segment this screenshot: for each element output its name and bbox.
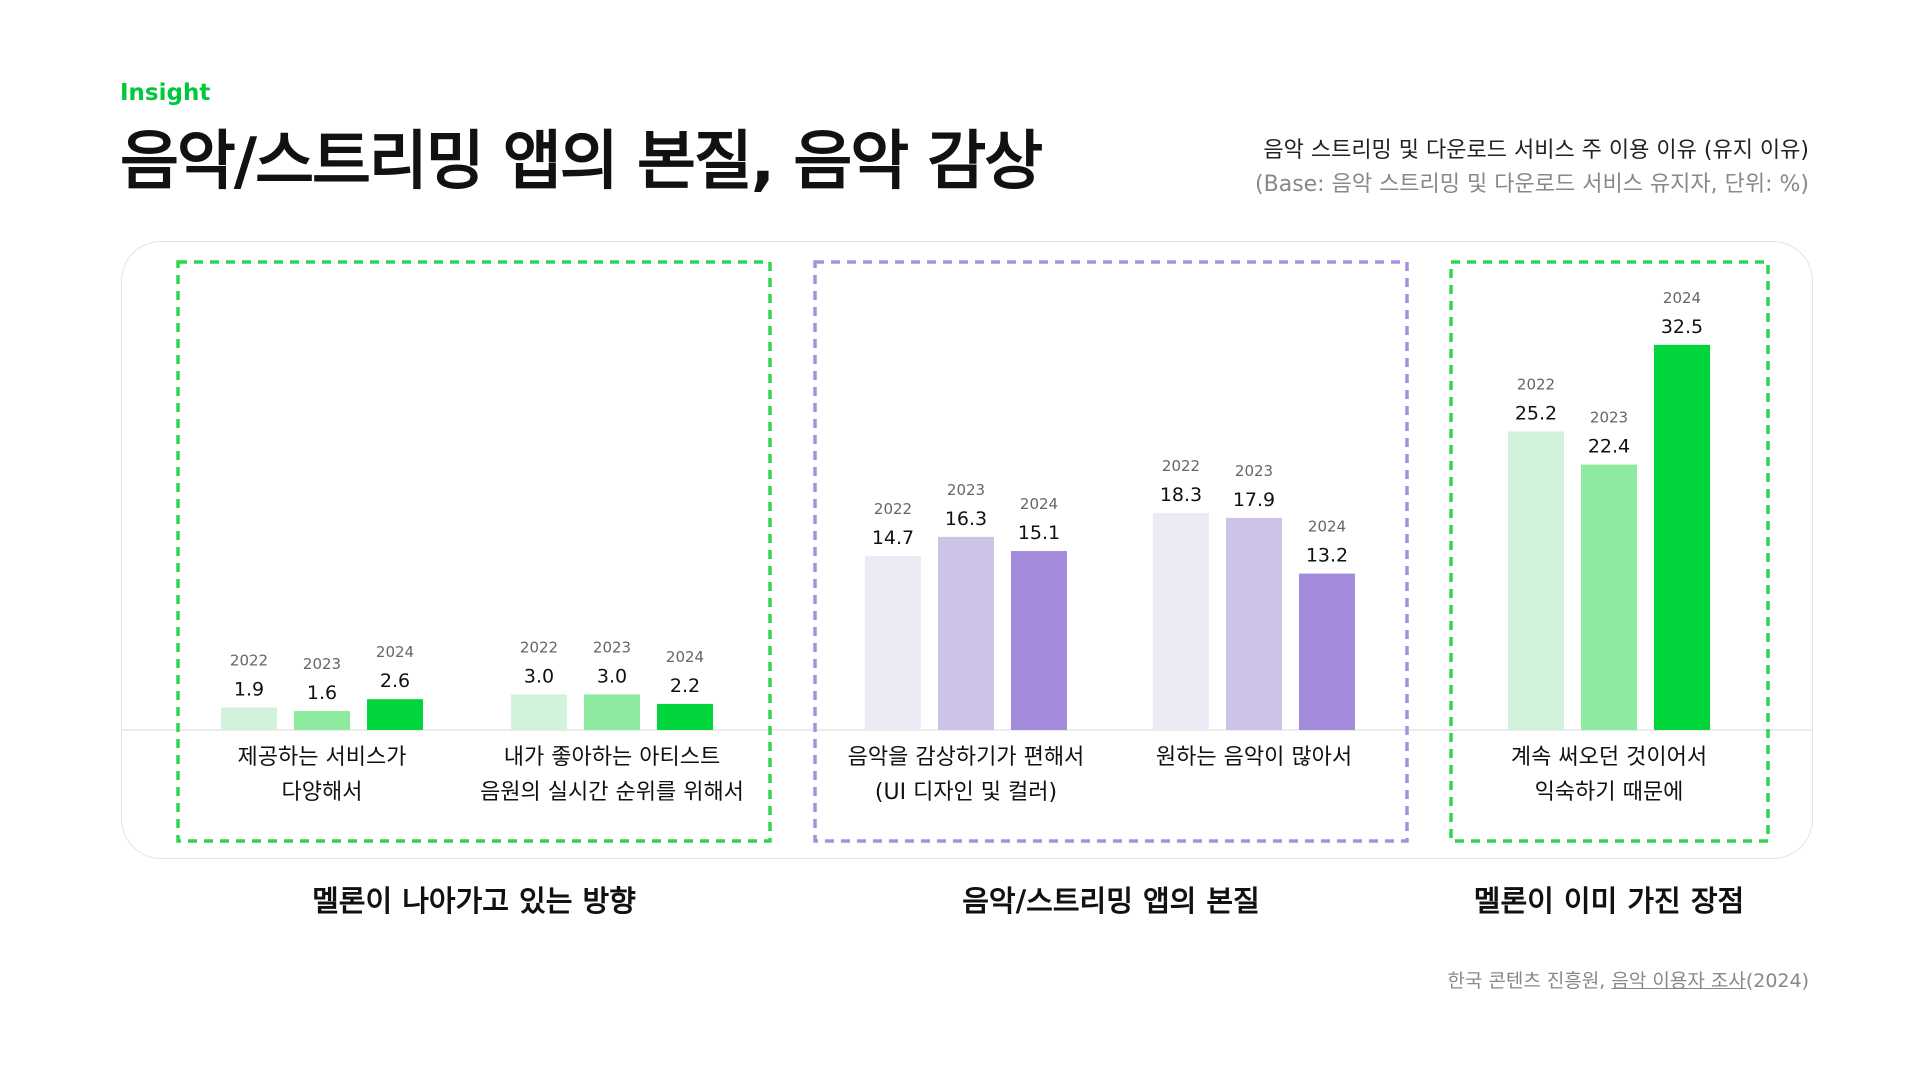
group-frame-0 xyxy=(176,260,772,843)
bar-1-2023 xyxy=(584,694,640,730)
bar-year-label: 2024 xyxy=(666,648,704,666)
bar-value-label: 25.2 xyxy=(1515,402,1557,424)
bar-value-label: 1.6 xyxy=(307,682,337,704)
bar-year-label: 2022 xyxy=(1162,457,1200,475)
bar-year-label: 2023 xyxy=(1235,462,1273,480)
bar-0-2024 xyxy=(367,699,423,730)
source-prefix: 한국 콘텐츠 진흥원, xyxy=(1447,970,1612,992)
category-label: (UI 디자인 및 컬러) xyxy=(875,780,1057,805)
bar-1-2024 xyxy=(657,703,713,730)
category-label: 계속 써오던 것이어서 xyxy=(1511,745,1707,770)
group-label-essence: 음악/스트리밍 앱의 본질 xyxy=(962,884,1260,918)
chart-panel xyxy=(121,241,1813,859)
bar-4-2022 xyxy=(1508,431,1564,730)
group-label-strength: 멜론이 이미 가진 장점 xyxy=(1473,884,1745,918)
chart-subtitle: 음악 스트리밍 및 다운로드 서비스 주 이용 이유 (유지 이유) xyxy=(1263,138,1809,163)
bar-1-2022 xyxy=(511,694,567,730)
bar-value-label: 32.5 xyxy=(1661,316,1703,338)
insight-eyebrow: Insight xyxy=(120,80,211,106)
bar-year-label: 2022 xyxy=(520,638,558,656)
bar-2-2023 xyxy=(938,536,994,730)
bar-year-label: 2023 xyxy=(1590,409,1628,427)
bar-4-2023 xyxy=(1581,464,1637,730)
category-label: 익숙하기 때문에 xyxy=(1535,780,1684,805)
bar-value-label: 1.9 xyxy=(234,678,264,700)
category-label: 원하는 음악이 많아서 xyxy=(1156,745,1352,770)
bar-year-label: 2023 xyxy=(593,638,631,656)
bar-value-label: 3.0 xyxy=(524,665,554,687)
bar-value-label: 13.2 xyxy=(1306,545,1348,567)
bar-year-label: 2023 xyxy=(303,655,341,673)
bar-value-label: 2.2 xyxy=(670,675,700,697)
bar-value-label: 3.0 xyxy=(597,665,627,687)
page-title: 음악/스트리밍 앱의 본질, 음악 감상 xyxy=(120,125,1043,199)
bar-year-label: 2024 xyxy=(1308,518,1346,536)
bar-2-2024 xyxy=(1011,551,1067,730)
bar-value-label: 14.7 xyxy=(872,527,914,549)
source-link[interactable]: 음악 이용자 조사 xyxy=(1611,970,1746,992)
bar-4-2024 xyxy=(1654,344,1710,730)
bar-year-label: 2024 xyxy=(1663,289,1701,307)
group-label-direction: 멜론이 나아가고 있는 방향 xyxy=(312,884,636,918)
bar-3-2023 xyxy=(1226,517,1282,730)
bar-year-label: 2022 xyxy=(230,651,268,669)
bar-value-label: 17.9 xyxy=(1233,489,1275,511)
base-note: (Base: 음악 스트리밍 및 다운로드 서비스 유지자, 단위: %) xyxy=(1255,172,1809,197)
category-label: 내가 좋아하는 아티스트 xyxy=(504,745,720,770)
bar-year-label: 2024 xyxy=(376,643,414,661)
bar-3-2024 xyxy=(1299,573,1355,730)
category-label: 제공하는 서비스가 xyxy=(238,745,407,770)
bar-value-label: 16.3 xyxy=(945,508,987,530)
bar-2-2022 xyxy=(865,555,921,730)
bar-year-label: 2023 xyxy=(947,481,985,499)
category-label: 음악을 감상하기가 편해서 xyxy=(848,745,1085,770)
bar-year-label: 2022 xyxy=(1517,375,1555,393)
bar-3-2022 xyxy=(1153,513,1209,730)
bar-year-label: 2024 xyxy=(1020,495,1058,513)
source-citation: 한국 콘텐츠 진흥원, 음악 이용자 조사(2024) xyxy=(1447,966,1809,993)
bar-value-label: 2.6 xyxy=(380,670,410,692)
bar-value-label: 22.4 xyxy=(1588,436,1630,458)
category-label: 음원의 실시간 순위를 위해서 xyxy=(480,780,744,805)
category-label: 다양해서 xyxy=(282,780,363,805)
bar-year-label: 2022 xyxy=(874,500,912,518)
bar-value-label: 18.3 xyxy=(1160,484,1202,506)
source-suffix: (2024) xyxy=(1745,970,1809,992)
bar-0-2022 xyxy=(221,707,277,730)
group-frame-1 xyxy=(813,260,1409,843)
bar-value-label: 15.1 xyxy=(1018,522,1060,544)
bar-0-2023 xyxy=(294,711,350,730)
